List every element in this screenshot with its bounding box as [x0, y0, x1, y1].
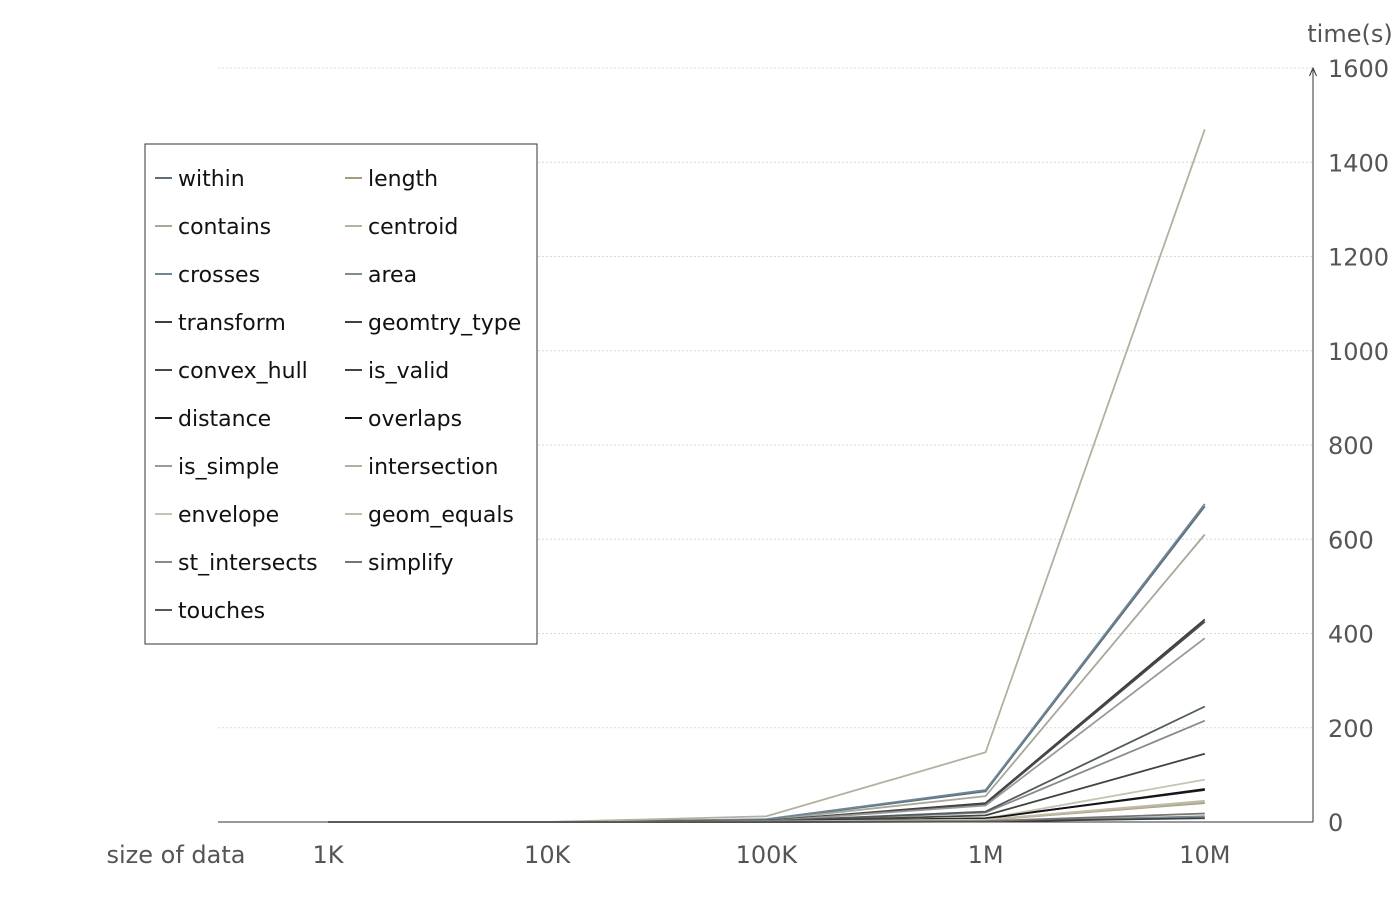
x-tick-label: 100K	[736, 841, 799, 869]
legend-label: geomtry_type	[368, 311, 521, 336]
legend-label: overlaps	[368, 407, 462, 432]
x-tick-label: 1M	[968, 841, 1004, 869]
legend-label: convex_hull	[178, 359, 308, 384]
y-tick-label: 0	[1328, 809, 1343, 837]
x-tick-label: 10M	[1179, 841, 1230, 869]
y-tick-label: 800	[1328, 432, 1374, 460]
y-axis-arrow	[1309, 66, 1317, 77]
legend-label: touches	[178, 599, 265, 624]
legend-label: centroid	[368, 215, 458, 240]
legend-item-intersection: intersection	[345, 455, 499, 480]
legend-label: area	[368, 263, 417, 288]
series-line-convex_hull	[328, 621, 1206, 823]
y-tick-label: 600	[1328, 526, 1374, 554]
legend-item-transform: transform	[155, 311, 286, 336]
x-tick-labels: 1K 10K 100K 1M 10M	[312, 841, 1230, 869]
legend-item-is_simple: is_simple	[155, 455, 279, 480]
legend-item-crosses: crosses	[155, 263, 260, 288]
legend-item-overlaps: overlaps	[345, 407, 462, 432]
legend-label: envelope	[178, 503, 279, 528]
legend-item-convex_hull: convex_hull	[155, 359, 308, 384]
legend-box	[144, 143, 538, 645]
series-line-touches	[328, 705, 1206, 823]
axes	[218, 66, 1317, 823]
legend-item-geom_equals: geom_equals	[345, 503, 514, 528]
legend-label: within	[178, 167, 245, 192]
grid-lines	[218, 67, 1313, 729]
legend-label: is_simple	[178, 455, 279, 480]
legend-label: distance	[178, 407, 271, 432]
legend-item-distance: distance	[155, 407, 271, 432]
y-tick-label: 1400	[1328, 149, 1389, 177]
legend-item-touches: touches	[155, 599, 265, 624]
legend-item-simplify: simplify	[345, 551, 454, 576]
legend-label: crosses	[178, 263, 260, 288]
y-tick-label: 200	[1328, 715, 1374, 743]
legend-item-centroid: centroid	[345, 215, 458, 240]
legend-label: intersection	[368, 455, 499, 480]
legend-label: geom_equals	[368, 503, 514, 528]
legend-label: contains	[178, 215, 271, 240]
legend-label: length	[368, 167, 438, 192]
legend: within contains crosses transform convex_hul…	[144, 143, 538, 645]
x-axis-title: size of data	[107, 841, 246, 869]
y-tick-label: 1000	[1328, 338, 1389, 366]
x-tick-label: 10K	[524, 841, 572, 869]
y-tick-label: 1200	[1328, 244, 1389, 272]
legend-label: st_intersects	[178, 551, 318, 576]
legend-item-length: length	[345, 167, 438, 192]
legend-item-st_intersects: st_intersects	[155, 551, 318, 576]
legend-item-area: area	[345, 263, 417, 288]
legend-label: is_valid	[368, 359, 449, 384]
y-tick-label: 1600	[1328, 55, 1389, 83]
legend-item-geomtry_type: geomtry_type	[345, 311, 521, 336]
x-tick-label: 1K	[312, 841, 344, 869]
y-tick-labels: 0 200 400 600 800 1000 1200 1400 1600	[1328, 55, 1389, 837]
y-tick-label: 400	[1328, 621, 1374, 649]
legend-item-contains: contains	[155, 215, 271, 240]
y-axis-title: time(s)	[1307, 20, 1392, 48]
legend-label: transform	[178, 311, 286, 336]
legend-item-envelope: envelope	[155, 503, 279, 528]
legend-item-is_valid: is_valid	[345, 359, 449, 384]
legend-label: simplify	[368, 551, 454, 576]
legend-item-within: within	[155, 167, 245, 192]
